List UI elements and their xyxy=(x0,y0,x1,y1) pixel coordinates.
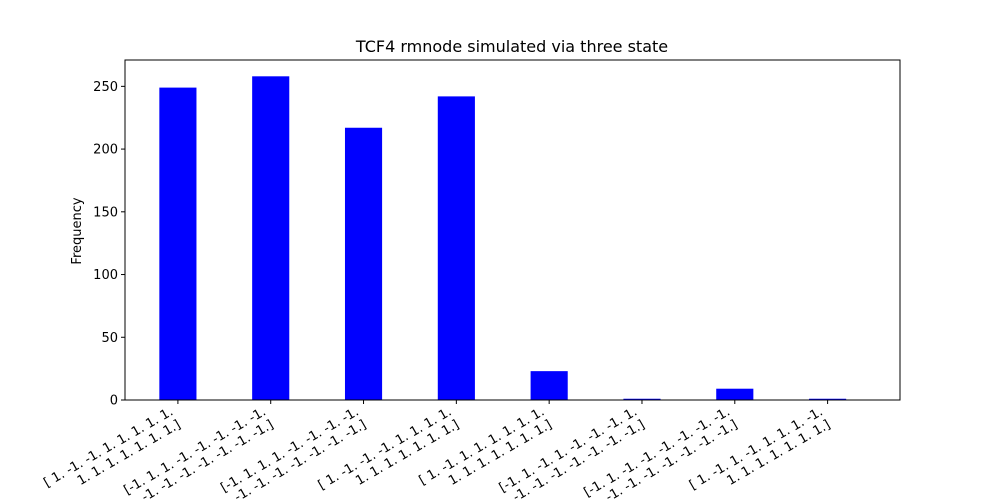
y-tick-label-3: 150 xyxy=(93,205,118,220)
bar-5 xyxy=(623,398,661,400)
plot-frame xyxy=(124,59,901,401)
bars-group xyxy=(159,76,847,401)
y-tick-label-4: 200 xyxy=(93,143,118,158)
bar-0 xyxy=(159,87,197,401)
y-tick-label-5: 250 xyxy=(93,80,118,95)
y-axis: 0 50 100 150 200 250 xyxy=(93,80,125,409)
bar-6 xyxy=(716,388,754,400)
bar-1 xyxy=(252,76,290,400)
bar-2 xyxy=(344,127,383,400)
y-axis-label: Frequency xyxy=(70,197,85,264)
bar-4 xyxy=(530,371,568,400)
chart-title: TCF4 rmnode simulated via three state xyxy=(355,37,668,56)
y-tick-label-1: 50 xyxy=(101,331,118,346)
bar-3 xyxy=(437,96,475,401)
y-tick-label-0: 0 xyxy=(110,394,118,409)
y-tick-label-2: 100 xyxy=(93,268,118,283)
x-axis: [ 1. -1. -1. 1. 1. 1. 1. 1. 1. 1. 1. 1. … xyxy=(41,400,833,500)
bar-7 xyxy=(809,398,847,400)
